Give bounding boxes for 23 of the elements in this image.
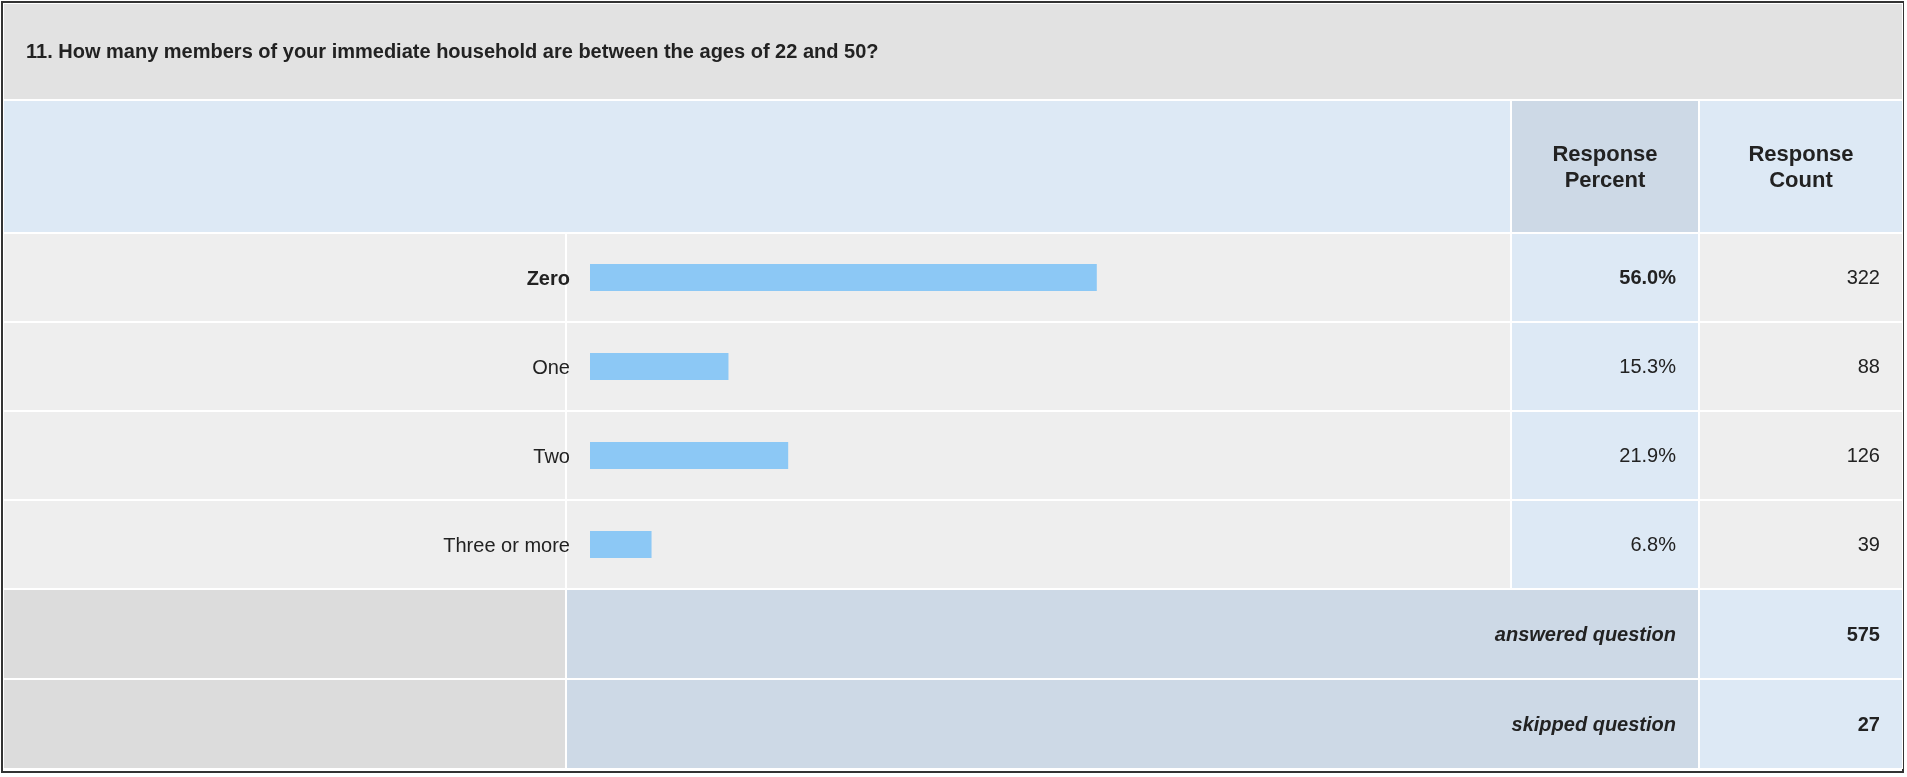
y-tick-label: Zero	[526, 266, 570, 289]
data-label: 15.3%	[1511, 322, 1699, 411]
text: Response Percent	[1511, 100, 1699, 233]
y-tick-label: Three or more	[443, 533, 570, 556]
bar	[590, 264, 1097, 291]
bar	[590, 353, 729, 380]
data-label: 56.0%	[1511, 233, 1699, 322]
chart-title: 11. How many members of your immediate household are between the ages of 22 and 50?	[3, 3, 1903, 100]
text: 322	[1699, 233, 1903, 322]
y-tick-label: Two	[533, 444, 570, 467]
data-label: 21.9%	[1511, 411, 1699, 500]
bar	[590, 442, 789, 469]
data-label: 6.8%	[1511, 500, 1699, 589]
text: 39	[1699, 500, 1903, 589]
bar	[590, 531, 652, 558]
y-tick-label: One	[532, 355, 570, 378]
text: 126	[1699, 411, 1903, 500]
text: 575	[1699, 589, 1903, 679]
text: Response Count	[1699, 100, 1903, 233]
text: answered question	[566, 589, 1699, 679]
text: skipped question	[566, 679, 1699, 769]
text: 27	[1699, 679, 1903, 769]
text: 88	[1699, 322, 1903, 411]
